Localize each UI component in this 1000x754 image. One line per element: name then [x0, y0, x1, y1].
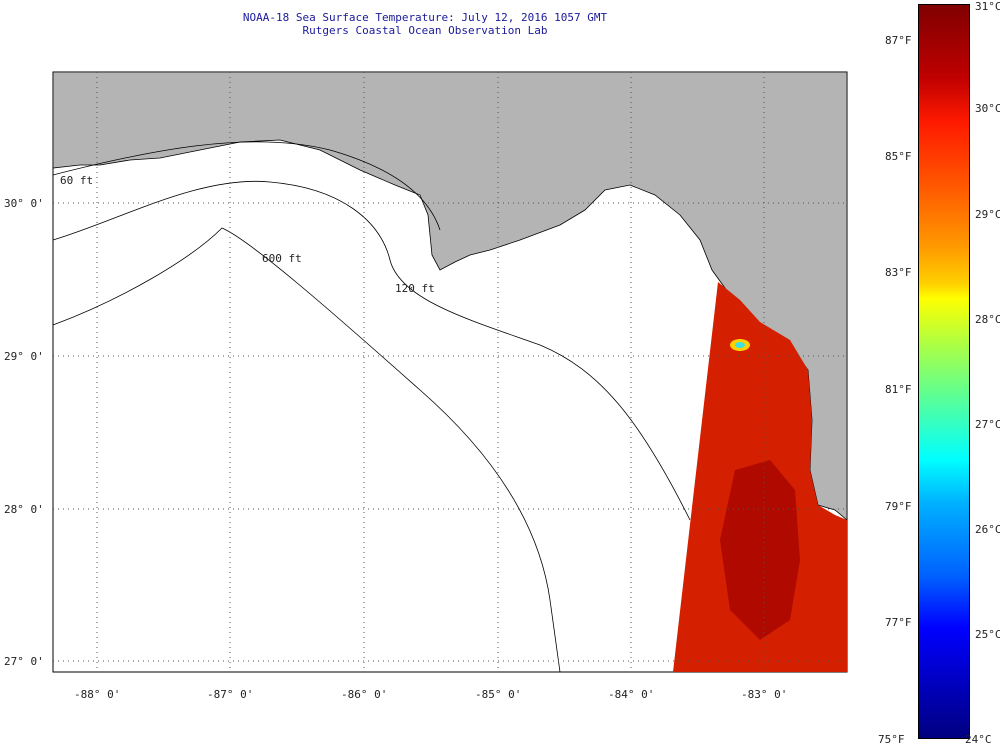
fahrenheit-label: 87°F — [885, 34, 912, 47]
fahrenheit-label: 79°F — [885, 500, 912, 513]
lon-label: -83° 0' — [741, 688, 788, 701]
sst-hot-core — [720, 460, 800, 640]
celsius-label: 31°C — [975, 0, 1000, 13]
isobaths — [52, 141, 691, 673]
celsius-label: 24°C — [965, 733, 992, 746]
land — [52, 71, 848, 521]
lat-label: 29° 0' — [4, 350, 44, 363]
lon-label: -86° 0' — [341, 688, 388, 701]
isobath-label-60: 60 ft — [60, 174, 94, 187]
fahrenheit-label: 75°F — [878, 733, 905, 746]
sst-cool-core — [735, 342, 745, 348]
lat-label: 30° 0' — [4, 197, 44, 210]
lat-label: 27° 0' — [4, 655, 44, 668]
fahrenheit-label: 81°F — [885, 383, 912, 396]
map-subtitle: Rutgers Coastal Ocean Observation Lab — [302, 24, 548, 37]
lat-label: 28° 0' — [4, 503, 44, 516]
lon-label: -88° 0' — [74, 688, 121, 701]
lon-label: -84° 0' — [608, 688, 655, 701]
lon-label: -87° 0' — [207, 688, 254, 701]
colorbar — [918, 4, 970, 739]
isobath-label-600: 600 ft — [262, 252, 302, 265]
sst-map — [52, 71, 848, 673]
map-title: NOAA-18 Sea Surface Temperature: July 12… — [242, 11, 608, 24]
fahrenheit-label: 77°F — [885, 616, 912, 629]
celsius-label: 26°C — [975, 523, 1000, 536]
celsius-label: 29°C — [975, 208, 1000, 221]
celsius-label: 30°C — [975, 102, 1000, 115]
graticule — [53, 72, 847, 672]
celsius-label: 28°C — [975, 313, 1000, 326]
celsius-label: 25°C — [975, 628, 1000, 641]
lon-label: -85° 0' — [475, 688, 522, 701]
isobath-label-120: 120 ft — [395, 282, 435, 295]
fahrenheit-label: 83°F — [885, 266, 912, 279]
celsius-label: 27°C — [975, 418, 1000, 431]
fahrenheit-label: 85°F — [885, 150, 912, 163]
